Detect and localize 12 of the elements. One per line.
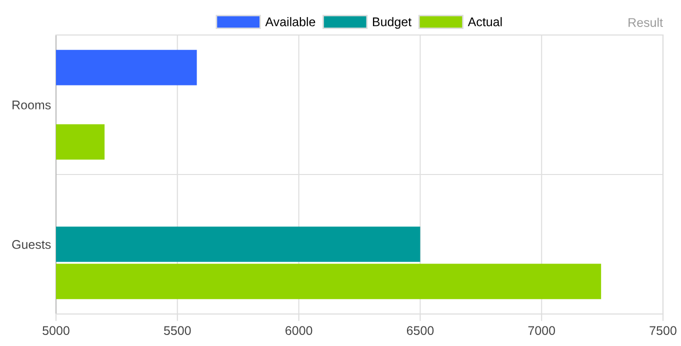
x-tick-label: 6500 bbox=[406, 326, 434, 335]
x-tick-label: 5000 bbox=[42, 326, 70, 335]
x-tick-label: 7500 bbox=[650, 326, 676, 335]
legend-label: Budget bbox=[372, 17, 412, 29]
x-tick-label: 5500 bbox=[164, 326, 191, 335]
x-tick-label: 7000 bbox=[528, 326, 556, 335]
legend-label: Available bbox=[265, 17, 316, 26]
y-tick-label: Rooms bbox=[12, 100, 51, 110]
x-tick-label: 6000 bbox=[286, 326, 312, 335]
legend-label: Actual bbox=[468, 17, 502, 26]
y-tick-label: Guests bbox=[12, 240, 51, 249]
text: Result bbox=[628, 18, 663, 27]
